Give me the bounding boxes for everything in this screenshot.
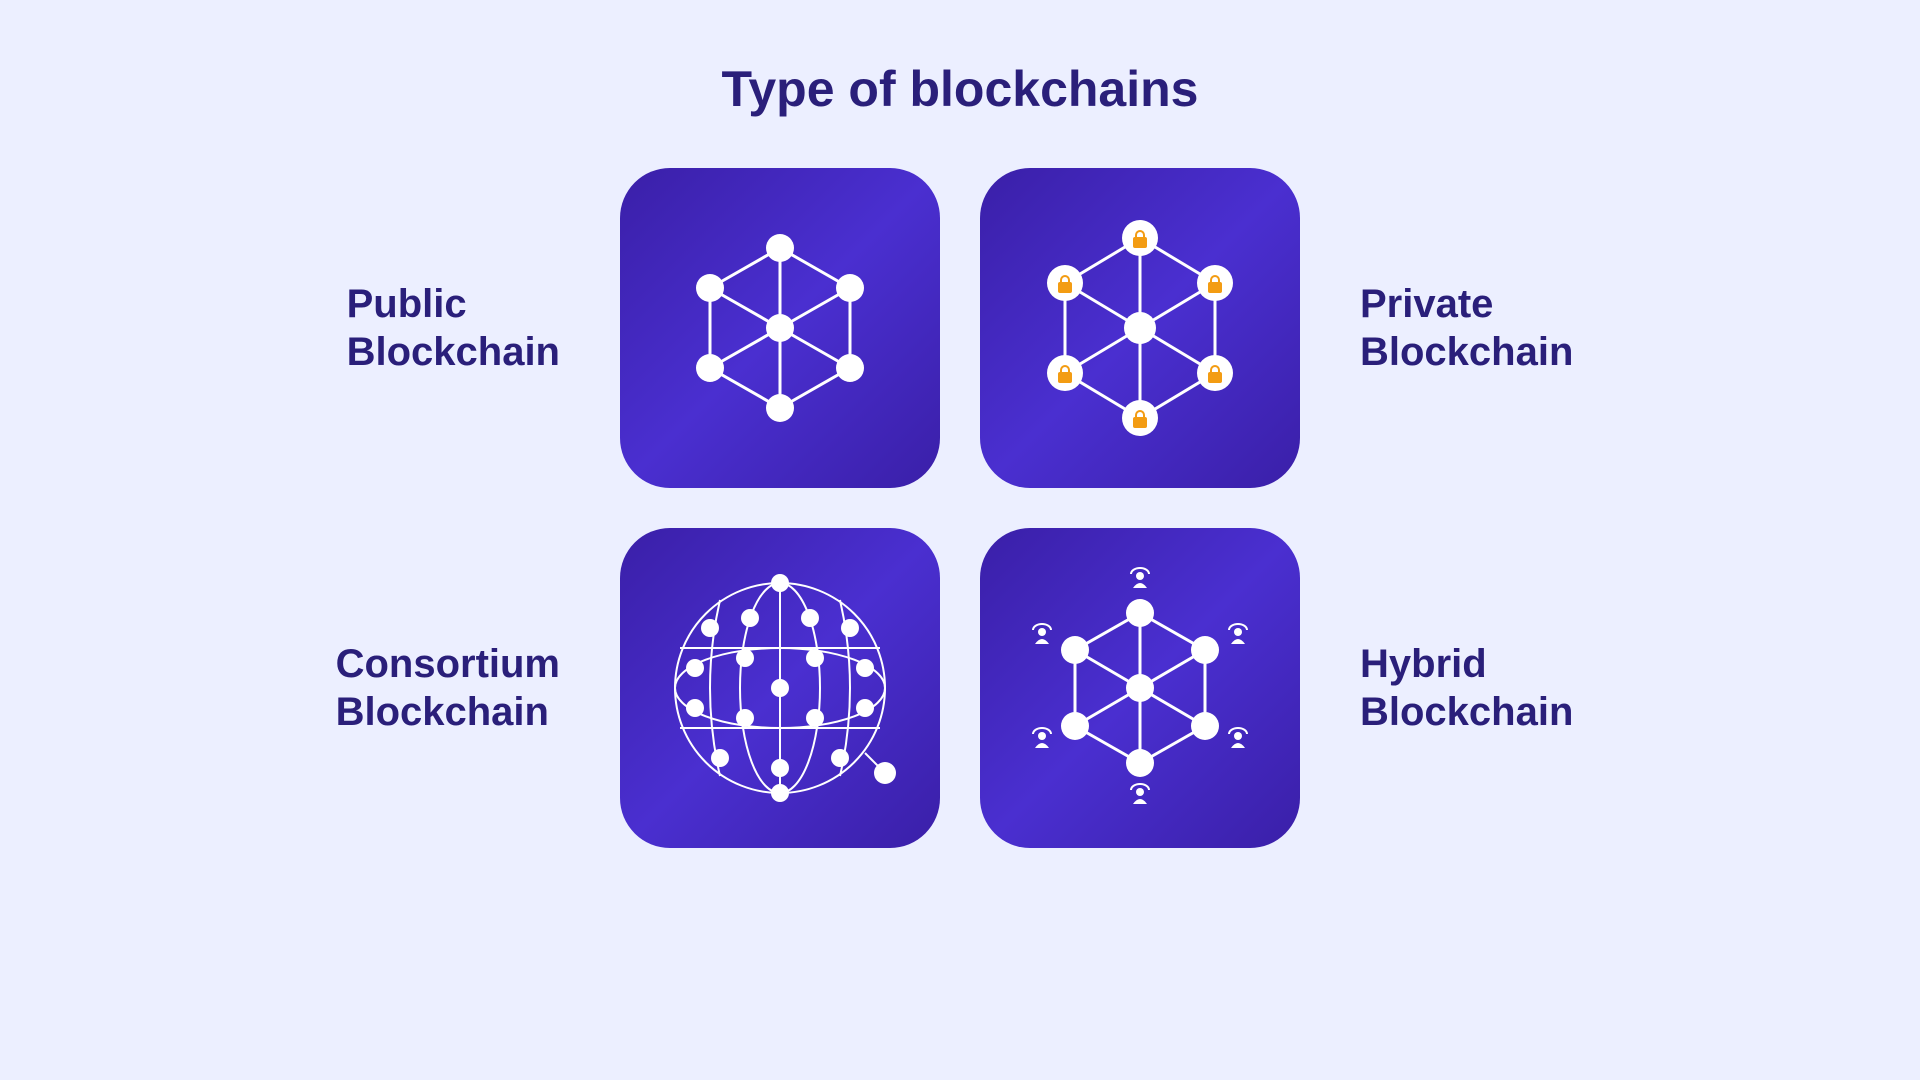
label-consortium: ConsortiumBlockchain (336, 640, 580, 736)
card-consortium (620, 528, 940, 848)
lock-node-icon (1122, 400, 1158, 436)
lock-node-icon (1122, 220, 1158, 256)
card-hybrid (980, 528, 1300, 848)
label-hybrid: HybridBlockchain (1340, 640, 1573, 736)
card-private (980, 168, 1300, 488)
lock-node-icon (1197, 355, 1233, 391)
page-title: Type of blockchains (722, 60, 1199, 118)
lock-node-icon (1047, 355, 1083, 391)
card-public (620, 168, 940, 488)
hybrid-blockchain-icon (1010, 558, 1270, 818)
consortium-blockchain-icon (650, 558, 910, 818)
private-blockchain-icon (1020, 208, 1260, 448)
public-blockchain-icon (670, 218, 890, 438)
lock-node-icon (1047, 265, 1083, 301)
lock-node-icon (1197, 265, 1233, 301)
blockchain-grid: PublicBlockchain (220, 168, 1700, 848)
label-public: PublicBlockchain (347, 280, 580, 376)
label-private: PrivateBlockchain (1340, 280, 1573, 376)
